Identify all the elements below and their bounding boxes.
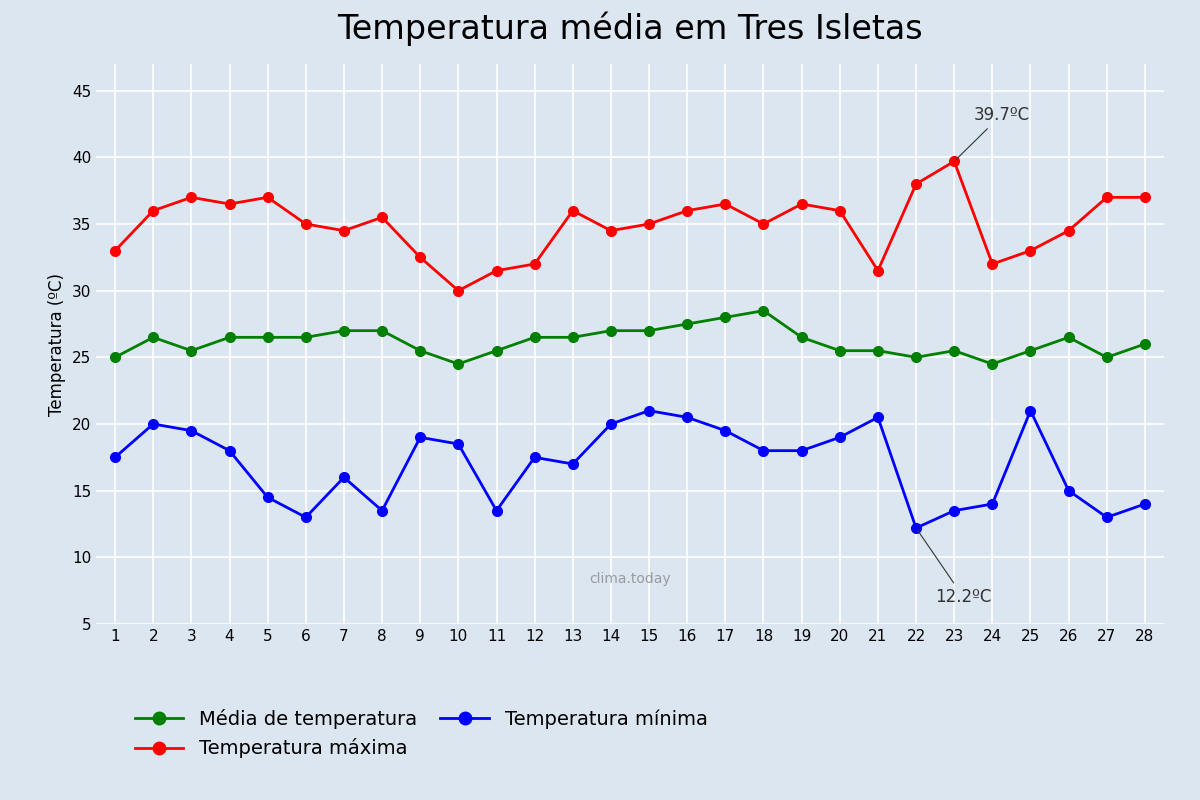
- Title: Temperatura média em Tres Isletas: Temperatura média em Tres Isletas: [337, 11, 923, 46]
- Y-axis label: Temperatura (ºC): Temperatura (ºC): [48, 273, 66, 415]
- Text: 12.2ºC: 12.2ºC: [918, 530, 991, 606]
- Text: clima.today: clima.today: [589, 572, 671, 586]
- Text: 39.7ºC: 39.7ºC: [956, 106, 1030, 159]
- Legend: Média de temperatura, Temperatura máxima, Temperatura mínima: Média de temperatura, Temperatura máxima…: [127, 701, 715, 766]
